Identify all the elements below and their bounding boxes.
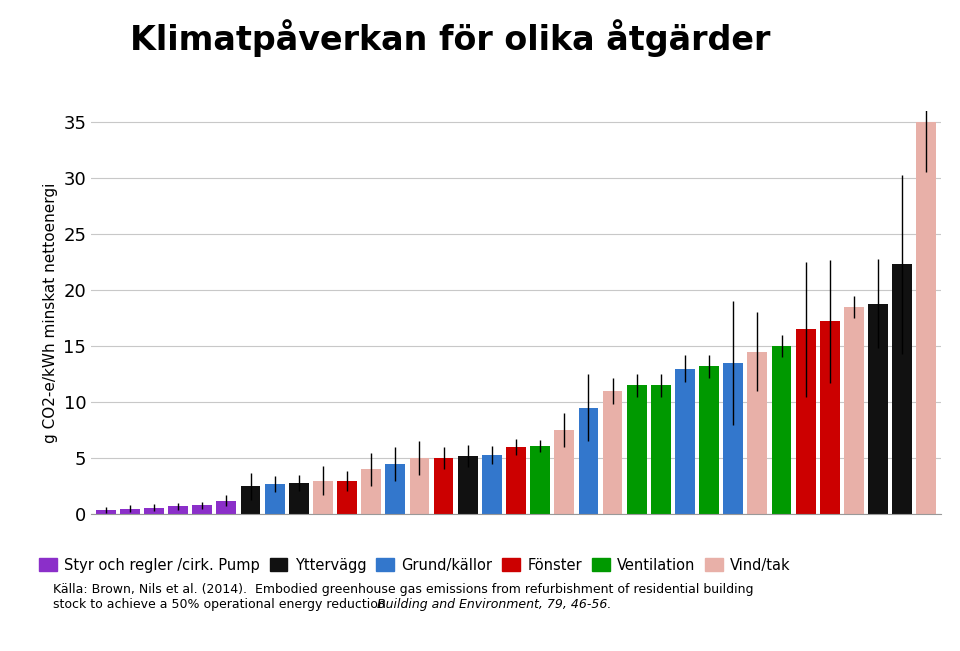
Bar xyxy=(675,368,695,514)
Bar xyxy=(458,456,478,514)
Bar xyxy=(96,510,115,514)
Bar xyxy=(385,464,405,514)
Text: Building and Environment, 79, 46-56.: Building and Environment, 79, 46-56. xyxy=(377,598,612,611)
Bar xyxy=(554,430,574,514)
Bar xyxy=(410,458,429,514)
Bar xyxy=(820,322,840,514)
Text: stock to achieve a 50% operational energy reduction.: stock to achieve a 50% operational energ… xyxy=(53,598,394,611)
Bar xyxy=(434,458,453,514)
Bar xyxy=(120,508,140,514)
Bar xyxy=(530,446,550,514)
Bar xyxy=(868,303,888,514)
Bar xyxy=(482,455,502,514)
Bar xyxy=(699,367,719,514)
Y-axis label: g CO2-e/kWh minskat nettoenergi: g CO2-e/kWh minskat nettoenergi xyxy=(43,182,58,443)
Bar xyxy=(506,447,526,514)
Bar xyxy=(579,408,598,514)
Text: Klimatpåverkan för olika åtgärder: Klimatpåverkan för olika åtgärder xyxy=(130,20,770,57)
Bar xyxy=(603,391,622,514)
Bar xyxy=(241,486,260,514)
Bar xyxy=(917,122,936,514)
Bar xyxy=(144,508,164,514)
Bar xyxy=(748,352,767,514)
Bar xyxy=(796,329,816,514)
Bar xyxy=(892,264,912,514)
Legend: Styr och regler /cirk. Pump, Yttervägg, Grund/källor, Fönster, Ventilation, Vind: Styr och regler /cirk. Pump, Yttervägg, … xyxy=(39,558,791,573)
Bar xyxy=(772,346,791,514)
Bar xyxy=(627,385,647,514)
Bar xyxy=(216,501,236,514)
Bar xyxy=(651,385,671,514)
Bar xyxy=(313,480,333,514)
Bar xyxy=(192,505,212,514)
Bar xyxy=(265,484,284,514)
Bar xyxy=(723,363,743,514)
Bar xyxy=(168,506,188,514)
Bar xyxy=(289,483,309,514)
Text: Källa: Brown, Nils et al. (2014).  Embodied greenhouse gas emissions from refurb: Källa: Brown, Nils et al. (2014). Embodi… xyxy=(53,583,754,596)
Bar xyxy=(844,307,864,514)
Bar xyxy=(361,469,381,514)
Bar xyxy=(337,480,357,514)
